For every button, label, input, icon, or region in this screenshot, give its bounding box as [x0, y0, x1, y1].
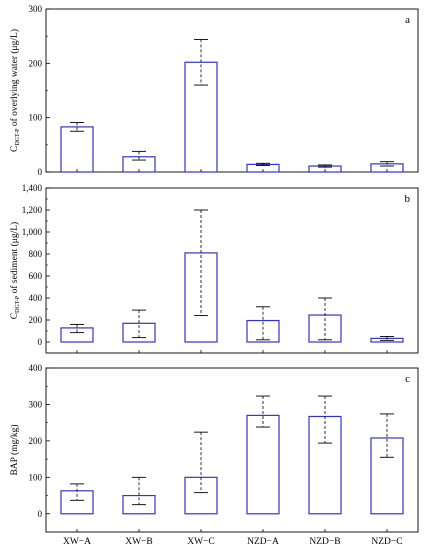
x-tick-label: NZD−C — [371, 537, 402, 547]
x-tick-label: NZD−B — [309, 537, 340, 547]
x-tick-label: NZD−A — [247, 537, 279, 547]
panel-letter: b — [405, 193, 411, 205]
plot-frame — [45, 8, 419, 173]
y-tick-label: 1,200 — [22, 205, 43, 215]
plot-frame — [45, 367, 419, 533]
x-tick-label: XW−B — [125, 537, 153, 547]
y-tick-label: 400 — [29, 363, 43, 373]
panel-b: 0 200 400 600 800 1,000 1,200 1,400 CDGT-P of se… — [9, 183, 419, 354]
y-tick-label: 1,400 — [22, 183, 43, 193]
y-tick-label: 400 — [29, 293, 43, 303]
x-tick-label: XW−A — [63, 537, 91, 547]
bar — [60, 327, 94, 343]
y-axis-title: CDGT-P of overlying water (μg/L) — [9, 29, 21, 152]
y-tick-label: 0 — [38, 337, 43, 347]
panel-letter: a — [405, 14, 410, 26]
x-tick-label: XW−C — [187, 537, 215, 547]
y-tick-label: 300 — [29, 399, 43, 409]
plot-frame — [45, 187, 419, 354]
y-axis-title: BAP (mg/kg) — [9, 424, 20, 475]
y-tick-label: 800 — [29, 249, 43, 259]
y-tick-label: 200 — [29, 58, 43, 68]
y-tick-label: 200 — [29, 315, 43, 325]
bar — [246, 319, 280, 343]
y-tick-label: 100 — [29, 472, 43, 482]
y-tick-label: 300 — [29, 4, 43, 14]
panel-c: 0 100 200 300 400 BAP (mg/kg) c XW−A XW−B XW−C NZD… — [9, 363, 419, 547]
y-axis-title: CDGT-P of sediment (μg/L) — [9, 222, 21, 319]
y-tick-label: 600 — [29, 271, 43, 281]
panel-a: 0 100 200 300 CDGT-P of overlying water (μg/… — [9, 4, 419, 177]
panel-letter: c — [405, 373, 410, 385]
y-tick-label: 0 — [38, 509, 43, 519]
y-tick-label: 0 — [38, 167, 43, 177]
y-tick-label: 200 — [29, 436, 43, 446]
bar — [60, 126, 94, 173]
bar — [246, 414, 280, 515]
y-tick-label: 1,000 — [22, 227, 43, 237]
bar — [184, 61, 218, 173]
y-tick-label: 100 — [29, 113, 43, 123]
